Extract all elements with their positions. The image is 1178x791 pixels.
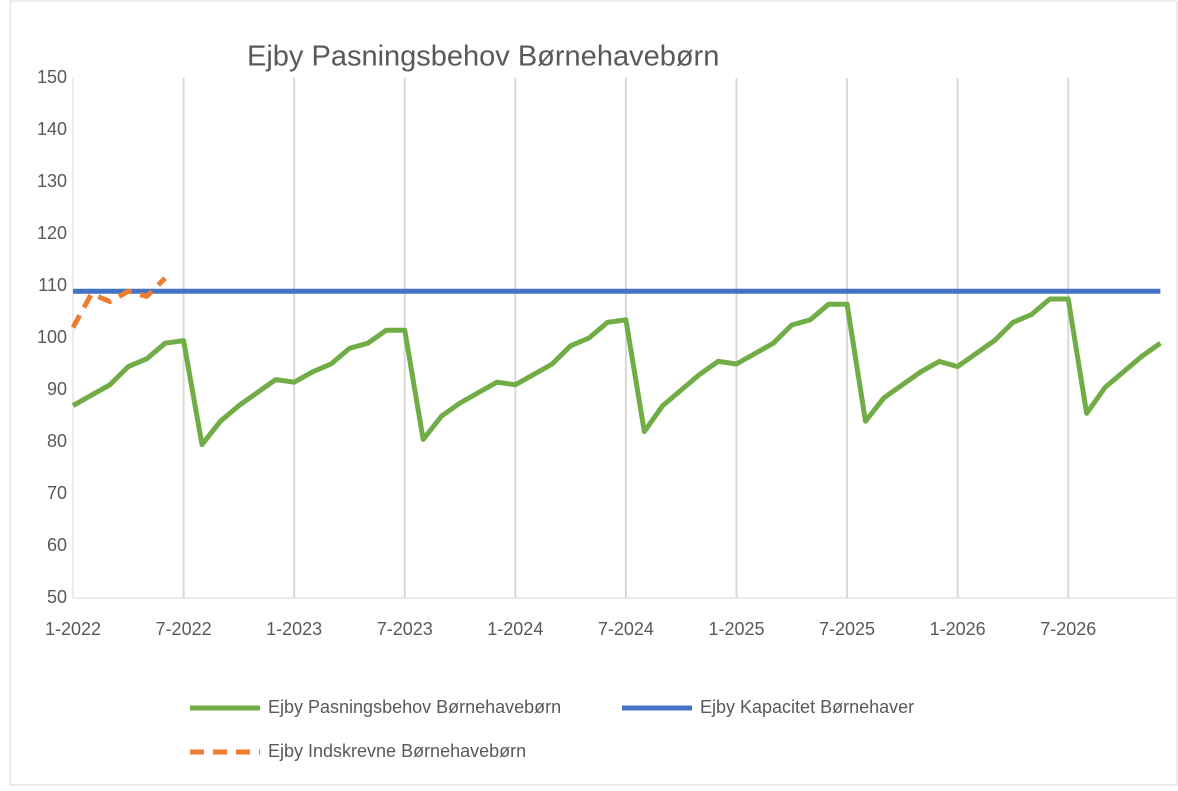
series-line [70,276,167,329]
x-tick-label: 1-2022 [45,619,101,639]
x-tick-label: 1-2023 [266,619,322,639]
y-tick-label: 50 [47,587,67,607]
chart-title: Ejby Pasningsbehov Børnehavebørn [247,41,719,73]
y-tick-label: 90 [47,379,67,399]
y-tick-label: 150 [37,67,67,87]
y-tick-label: 140 [37,119,67,139]
x-tick-label: 7-2025 [819,619,875,639]
y-tick-label: 110 [38,275,67,295]
x-tick-label: 7-2022 [156,619,212,639]
legend-label: Ejby Kapacitet Børnehaver [700,697,914,717]
y-tick-label: 120 [37,223,67,243]
x-tick-label: 1-2025 [708,619,764,639]
y-tick-label: 60 [47,535,67,555]
chart-area [9,0,1178,786]
x-tick-label: 1-2024 [487,619,543,639]
series-line [71,296,1162,448]
y-tick-label: 80 [47,431,67,451]
x-tick-label: 7-2026 [1040,619,1096,639]
y-tick-label: 70 [47,483,67,503]
legend-label: Ejby Pasningsbehov Børnehavebørn [268,697,561,717]
legend-label: Ejby Indskrevne Børnehavebørn [268,741,526,761]
y-tick-label: 100 [37,327,67,347]
x-tick-label: 1-2026 [930,619,986,639]
x-tick-label: 7-2024 [598,619,654,639]
y-tick-label: 130 [37,171,67,191]
x-tick-label: 7-2023 [377,619,433,639]
